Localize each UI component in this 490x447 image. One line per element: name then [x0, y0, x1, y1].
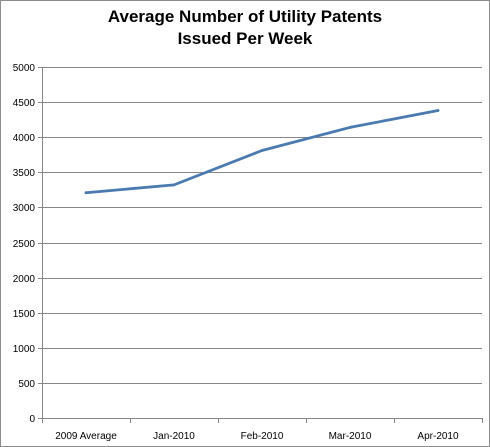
y-tick-label-3500: 3500 — [13, 168, 36, 179]
y-tick-label-2500: 2500 — [13, 239, 36, 250]
data-point-0-4 — [436, 109, 440, 112]
data-point-0-3 — [348, 126, 352, 129]
y-tick-label-1500: 1500 — [13, 309, 36, 320]
data-point-0-1 — [172, 183, 176, 187]
chart-title: Average Number of Utility Patents Issued… — [0, 6, 490, 50]
y-tick-label-2000: 2000 — [13, 274, 36, 285]
axes — [38, 67, 483, 423]
gridlines — [42, 67, 482, 384]
chart-title-line-1: Average Number of Utility Patents — [107, 7, 383, 26]
data-point-0-2 — [260, 149, 264, 152]
data-point-0-0 — [84, 191, 88, 195]
y-tick-label-500: 500 — [18, 379, 35, 390]
y-tick-label-5000: 5000 — [13, 63, 36, 74]
series — [84, 109, 440, 195]
y-tick-label-1000: 1000 — [13, 344, 36, 355]
x-tick-label-3: Mar-2010 — [329, 431, 372, 442]
x-tick-label-2: Feb-2010 — [241, 431, 284, 442]
x-tick-labels: 2009 Average Jan-2010 Feb-2010 Mar-2010 Apr-… — [55, 431, 459, 442]
x-tick-label-0: 2009 Average — [55, 431, 117, 442]
x-tick-label-1: Jan-2010 — [153, 431, 195, 442]
y-tick-label-4500: 4500 — [13, 98, 36, 109]
x-tick-label-4: Apr-2010 — [417, 431, 459, 442]
chart-title-line-2: Issued Per Week — [177, 29, 313, 48]
y-tick-label-0: 0 — [29, 414, 35, 425]
y-tick-label-3000: 3000 — [13, 203, 36, 214]
y-tick-labels: 0 500 1000 1500 2000 2500 3000 3500 4000 4500 5000 — [13, 63, 36, 425]
y-tick-label-4000: 4000 — [13, 133, 36, 144]
